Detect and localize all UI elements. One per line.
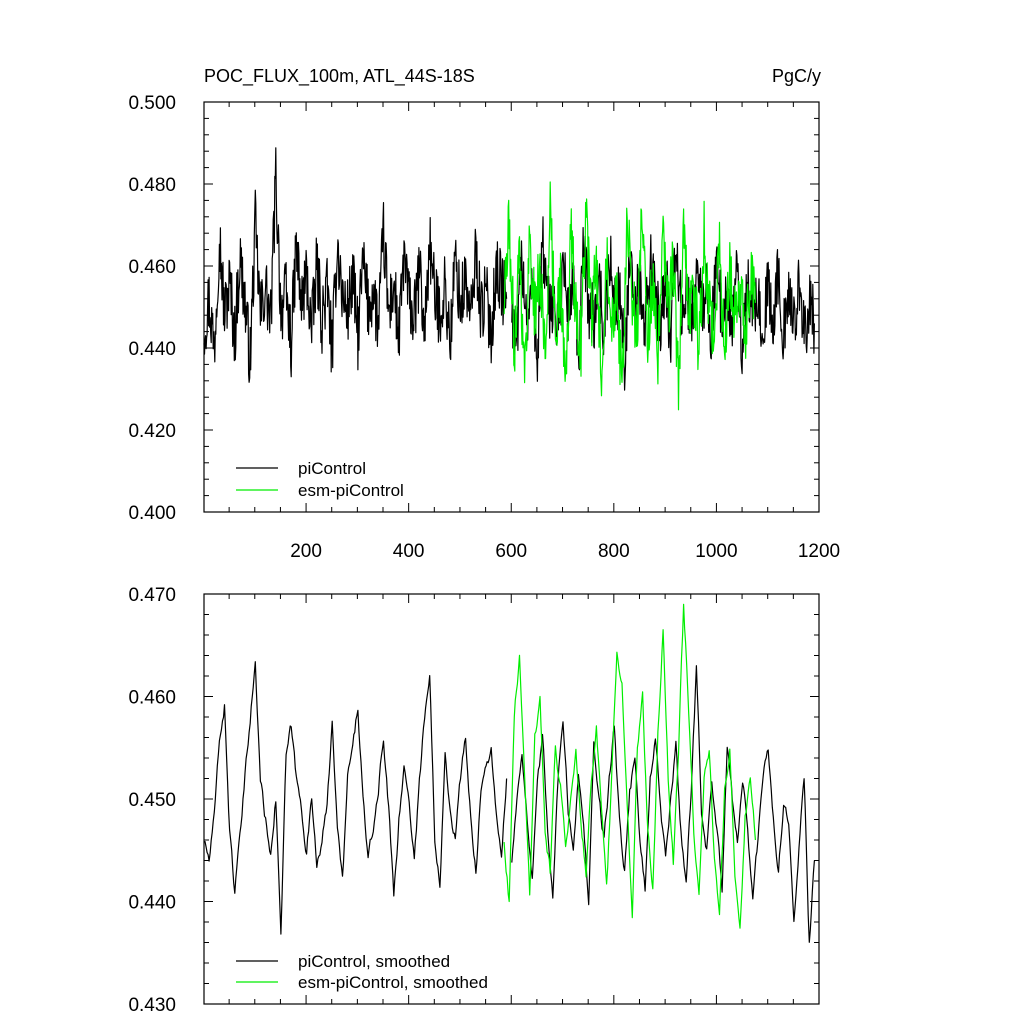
y-tick-label: 0.430 [128, 995, 176, 1016]
top-series-group [203, 147, 815, 411]
panel-bottom: 0.430 0.440 0.450 0.460 0.470 piControl, smo… [128, 585, 820, 1016]
bottom-x-axis [228, 594, 820, 1004]
y-tick-label: 0.440 [128, 339, 176, 360]
x-tick-label: 800 [598, 541, 630, 562]
y-tick-label: 0.420 [128, 421, 176, 442]
y-tick-label: 0.450 [128, 790, 176, 811]
x-tick-label: 1200 [798, 541, 840, 562]
y-tick-label: 0.500 [128, 93, 176, 114]
x-tick-label: 600 [495, 541, 527, 562]
series-line-esm-picontrol [503, 181, 756, 411]
series-line-picontrol [203, 147, 508, 383]
legend-label-picontrol-smoothed: piControl, smoothed [298, 952, 450, 971]
y-tick-label: 0.480 [128, 175, 176, 196]
legend-label-picontrol: piControl [298, 459, 366, 478]
units-label: PgC/y [772, 66, 821, 86]
bottom-series-group [203, 603, 815, 943]
y-tick-label: 0.460 [128, 257, 176, 278]
series-line-picontrol-smoothed [203, 661, 508, 935]
y-tick-label: 0.470 [128, 585, 176, 606]
panel-top: POC_FLUX_100m, ATL_44S-18S PgC/y 0.4000.… [128, 66, 840, 562]
x-tick-label: 1000 [695, 541, 737, 562]
bottom-legend: piControl, smoothed esm-piControl, smoot… [236, 952, 488, 992]
x-tick-label: 400 [393, 541, 425, 562]
top-x-axis: 200 400 600 800 1000 1200 [228, 102, 840, 562]
legend-label-esm-picontrol: esm-piControl [298, 481, 404, 500]
y-tick-label: 0.460 [128, 688, 176, 709]
y-tick-label: 0.400 [128, 503, 176, 524]
x-tick-label: 200 [290, 541, 322, 562]
series-line-esm-picontrol-smoothed [503, 603, 756, 929]
chart-title: POC_FLUX_100m, ATL_44S-18S [204, 66, 475, 87]
top-y-axis: 0.400 0.420 0.440 0.460 0.480 0.500 [128, 93, 819, 524]
series-line-picontrol [511, 216, 815, 391]
series-line-picontrol-smoothed [511, 665, 815, 943]
y-tick-label: 0.440 [128, 893, 176, 914]
legend-label-esm-picontrol-smoothed: esm-piControl, smoothed [298, 973, 488, 992]
top-legend: piControl esm-piControl [236, 459, 404, 500]
bottom-y-axis: 0.430 0.440 0.450 0.460 0.470 [128, 585, 819, 1016]
